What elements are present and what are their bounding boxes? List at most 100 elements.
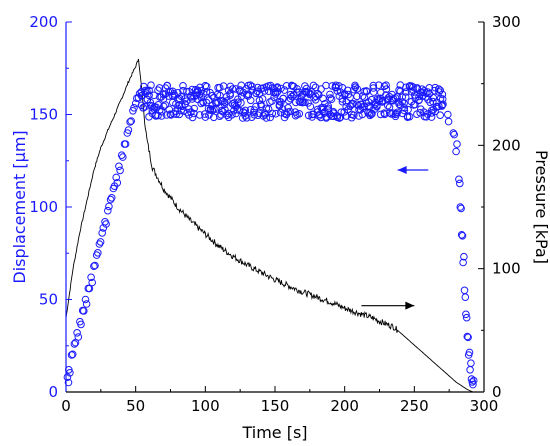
displacement-point: [124, 126, 133, 134]
displacement-point: [119, 153, 127, 161]
displacement-point: [326, 90, 334, 99]
displacement-point: [252, 89, 260, 98]
displacement-point: [81, 295, 90, 304]
displacement-point: [241, 106, 250, 115]
pressure-series-line: [65, 58, 474, 393]
displacement-point: [112, 173, 120, 182]
displacement-point: [202, 82, 211, 91]
displacement-point: [304, 111, 313, 120]
displacement-point: [240, 109, 249, 117]
displacement-point: [385, 103, 394, 112]
displacement-point: [252, 102, 260, 111]
displacement-point: [145, 86, 153, 95]
displacement-point: [208, 106, 217, 115]
displacement-point: [347, 113, 356, 122]
left-y-tick-label: 150: [29, 106, 58, 124]
displacement-point: [291, 108, 300, 116]
displacement-point: [438, 101, 447, 110]
displacement-point: [280, 86, 289, 94]
displacement-point: [137, 87, 146, 96]
x-tick-label: 50: [126, 397, 145, 415]
displacement-point: [456, 179, 464, 188]
displacement-point: [309, 81, 318, 90]
displacement-point: [340, 108, 349, 116]
displacement-point: [260, 87, 269, 95]
displacement-point: [467, 359, 475, 368]
displacement-point: [460, 252, 468, 261]
displacement-point: [127, 117, 135, 125]
displacement-point: [431, 107, 439, 116]
displacement-point: [68, 350, 77, 359]
displacement-point: [304, 88, 313, 97]
right-y-tick-label: 300: [492, 13, 521, 31]
left-y-axis-title: Displacement [μm]: [10, 130, 29, 283]
displacement-point: [115, 162, 123, 171]
displacement-point: [282, 82, 291, 90]
displacement-point: [455, 175, 463, 184]
displacement-point: [378, 98, 387, 106]
displacement-point: [286, 107, 295, 116]
displacement-point: [154, 101, 163, 109]
displacement-point: [217, 107, 226, 115]
displacement-point: [273, 83, 282, 91]
displacement-point: [94, 249, 102, 257]
displacement-point: [336, 113, 345, 121]
displacement-point: [239, 108, 247, 116]
displacement-point: [288, 81, 296, 90]
displacement-point: [201, 110, 209, 118]
displacement-point: [188, 113, 197, 122]
displacement-point: [215, 83, 224, 92]
displacement-point: [385, 109, 394, 117]
left-y-tick-label: 50: [39, 291, 58, 309]
displacement-point: [179, 82, 187, 90]
tick-marks: [65, 21, 485, 393]
displacement-point: [301, 98, 309, 106]
displacement-point: [121, 140, 130, 148]
displacement-point: [444, 117, 453, 126]
displacement-point: [404, 105, 412, 114]
displacement-point: [463, 332, 472, 341]
displacement-point: [147, 81, 155, 89]
displacement-point: [246, 96, 255, 105]
displacement-point: [288, 92, 296, 101]
displacement-point: [322, 113, 331, 121]
displacement-point: [319, 94, 327, 103]
displacement-point: [358, 110, 367, 119]
displacement-point: [98, 229, 106, 237]
displacement-point: [80, 307, 88, 315]
displacement-point: [409, 83, 417, 91]
displacement-point: [464, 333, 472, 342]
displacement-point: [369, 81, 378, 90]
displacement-point: [210, 113, 218, 122]
displacement-point: [82, 300, 91, 308]
displacement-point: [401, 93, 410, 101]
right-y-tick-label: 200: [492, 136, 521, 154]
displacement-point: [246, 81, 255, 89]
displacement-point: [384, 101, 392, 110]
displacement-point: [468, 378, 477, 386]
x-tick-label: 100: [191, 397, 220, 415]
displacement-point: [117, 151, 126, 159]
displacement-point: [427, 113, 436, 121]
displacement-point: [429, 97, 437, 106]
displacement-point: [322, 81, 330, 90]
x-tick-label: 200: [330, 397, 359, 415]
displacement-point: [70, 340, 79, 348]
displacement-point: [145, 91, 153, 100]
displacement-point: [439, 100, 447, 109]
displacement-point: [402, 88, 410, 96]
displacement-point: [369, 88, 378, 96]
left-y-tick-label: 100: [29, 198, 58, 216]
x-tick-label: 150: [261, 397, 290, 415]
displacement-point: [436, 111, 445, 119]
displacement-point: [375, 81, 383, 89]
displacement-point: [458, 232, 467, 240]
displacement-point: [262, 114, 271, 122]
displacement-point: [438, 90, 447, 99]
displacement-point: [258, 95, 267, 103]
displacement-point: [104, 206, 112, 215]
displacement-point: [469, 380, 477, 389]
displacement-point: [87, 273, 95, 282]
displacement-point: [255, 109, 264, 118]
displacement-point: [466, 366, 474, 374]
